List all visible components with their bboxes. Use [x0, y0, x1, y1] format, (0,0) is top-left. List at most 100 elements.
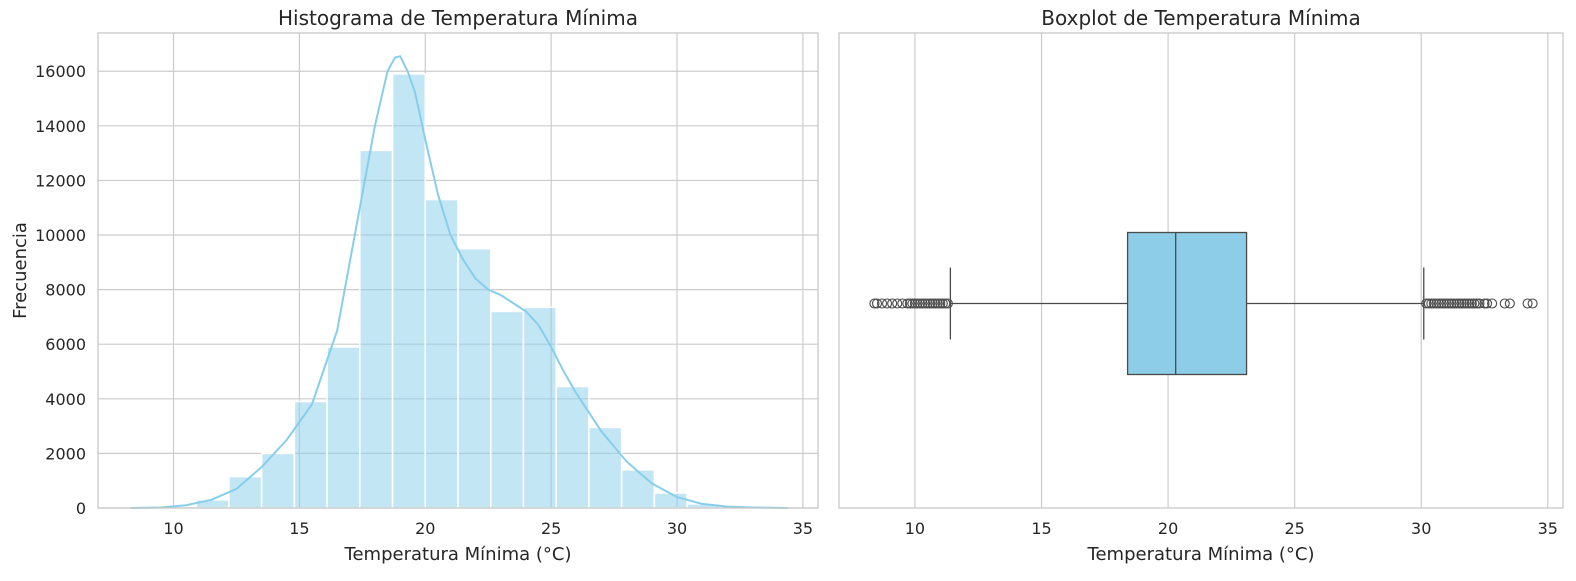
- histogram-x-tick-label: 25: [541, 519, 561, 538]
- histogram-bar: [293, 400, 328, 509]
- outlier-point: [1428, 298, 1439, 309]
- histogram-x-tick-label: 10: [163, 519, 183, 538]
- boxplot-x-tick-label: 35: [1538, 519, 1558, 538]
- iqr-box: [1126, 231, 1248, 376]
- outlier-point: [927, 298, 938, 309]
- outlier-point: [1426, 298, 1437, 309]
- outlier-point: [1461, 298, 1472, 309]
- outlier-point: [1438, 298, 1450, 309]
- histogram-y-tick-label: 16000: [35, 62, 86, 81]
- outlier-point: [1454, 298, 1465, 309]
- outlier-point: [1433, 298, 1445, 309]
- outlier-point: [1504, 298, 1515, 309]
- outlier-point: [907, 298, 918, 309]
- histogram-bars: [129, 73, 789, 509]
- boxplot-title: Boxplot de Temperatura Mínima: [1041, 6, 1360, 30]
- boxplot-x-ticks: 10 15 20 25 30 35: [905, 519, 1558, 538]
- boxplot-x-tick-label: 20: [1158, 519, 1178, 538]
- outlier-point: [1479, 298, 1490, 309]
- outlier-point: [925, 298, 936, 309]
- outlier-point: [887, 298, 898, 309]
- histogram-y-tick-label: 8000: [45, 281, 86, 300]
- outlier-point: [922, 298, 933, 309]
- histogram-bar: [391, 73, 427, 509]
- outlier-point: [1482, 298, 1493, 309]
- boxplot-x-axis-label: Temperatura Mínima (°C): [1087, 544, 1315, 565]
- outlier-point: [1446, 298, 1457, 309]
- boxplot-x-tick-label: 15: [1031, 519, 1051, 538]
- outlier-point: [942, 298, 953, 309]
- outlier-point: [1456, 298, 1467, 309]
- outlier-point: [1466, 298, 1477, 309]
- outlier-point: [940, 298, 951, 309]
- boxplot-frame: [838, 32, 1564, 509]
- outlier-point: [1527, 298, 1538, 309]
- boxplot-x-tick-label: 25: [1284, 519, 1304, 538]
- boxplot-grid: [914, 33, 1549, 508]
- boxplot-panel: 10 15 20 25 30 35 Boxplot de Temperatura Míni…: [838, 6, 1564, 565]
- outlier-point: [1423, 298, 1434, 309]
- histogram-y-tick-label: 6000: [45, 335, 86, 354]
- histogram-y-tick-label: 10000: [35, 226, 86, 245]
- outlier-point: [912, 298, 923, 309]
- outlier-point: [909, 298, 920, 309]
- boxplot-marks: [869, 231, 1538, 376]
- outlier-point: [1436, 298, 1447, 309]
- histogram-x-axis-label: Temperatura Mínima (°C): [344, 544, 572, 565]
- outlier-point: [1451, 298, 1462, 309]
- histogram-bar: [326, 346, 361, 509]
- outlier-point: [1449, 298, 1460, 309]
- outlier-point: [869, 298, 880, 309]
- histogram-bar: [457, 247, 492, 509]
- outlier-point: [1499, 298, 1510, 309]
- histogram-panel: 10 15 20 25 30 35 0 2000 4000 6000 8000 10000 12000…: [10, 6, 819, 565]
- boxplot-x-tick-label: 30: [1411, 519, 1431, 538]
- histogram-title: Histograma de Temperatura Mínima: [278, 6, 638, 30]
- outlier-point: [871, 298, 883, 309]
- outlier-point: [1464, 298, 1475, 309]
- histogram-bar: [588, 426, 623, 509]
- outlier-point: [904, 298, 915, 309]
- outlier-point: [1421, 298, 1432, 309]
- outlier-point: [1487, 298, 1498, 309]
- histogram-x-tick-label: 30: [667, 519, 687, 538]
- outlier-point: [935, 298, 946, 309]
- outlier-point: [920, 298, 931, 309]
- outlier-point: [930, 298, 941, 309]
- histogram-bar: [653, 492, 688, 509]
- histogram-bar: [359, 149, 394, 509]
- outlier-point: [937, 298, 948, 309]
- histogram-y-ticks: 0 2000 4000 6000 8000 10000 12000 14000 16000: [35, 62, 86, 518]
- histogram-x-tick-label: 35: [793, 519, 813, 538]
- histogram-y-axis-label: Frecuencia: [10, 222, 31, 319]
- outlier-point: [882, 298, 893, 309]
- outlier-point: [902, 298, 913, 309]
- histogram-y-tick-label: 2000: [45, 444, 86, 463]
- histogram-y-tick-label: 12000: [35, 171, 86, 190]
- outlier-point: [1441, 298, 1452, 309]
- histogram-bar: [489, 310, 525, 509]
- histogram-bar: [620, 469, 656, 509]
- outlier-point: [1431, 298, 1442, 309]
- outlier-point: [1469, 298, 1480, 309]
- histogram-y-tick-label: 14000: [35, 117, 86, 136]
- outlier-point: [876, 298, 888, 309]
- outlier-point: [1459, 298, 1470, 309]
- outlier-point: [914, 298, 926, 309]
- outlier-point: [917, 298, 928, 309]
- histogram-y-tick-label: 0: [76, 499, 86, 518]
- outlier-point: [1444, 298, 1455, 309]
- boxplot-x-tick-label: 10: [905, 519, 925, 538]
- histogram-frame: [97, 32, 819, 509]
- histogram-bar: [522, 306, 557, 509]
- histogram-x-tick-label: 15: [289, 519, 309, 538]
- outlier-point: [932, 298, 943, 309]
- outlier-point: [897, 298, 908, 309]
- outlier-point: [1522, 298, 1533, 309]
- outlier-point: [1474, 298, 1485, 309]
- kde-curve: [130, 55, 788, 509]
- histogram-x-ticks: 10 15 20 25 30 35: [163, 519, 813, 538]
- outlier-point: [1471, 298, 1482, 309]
- histogram-bar: [424, 198, 459, 509]
